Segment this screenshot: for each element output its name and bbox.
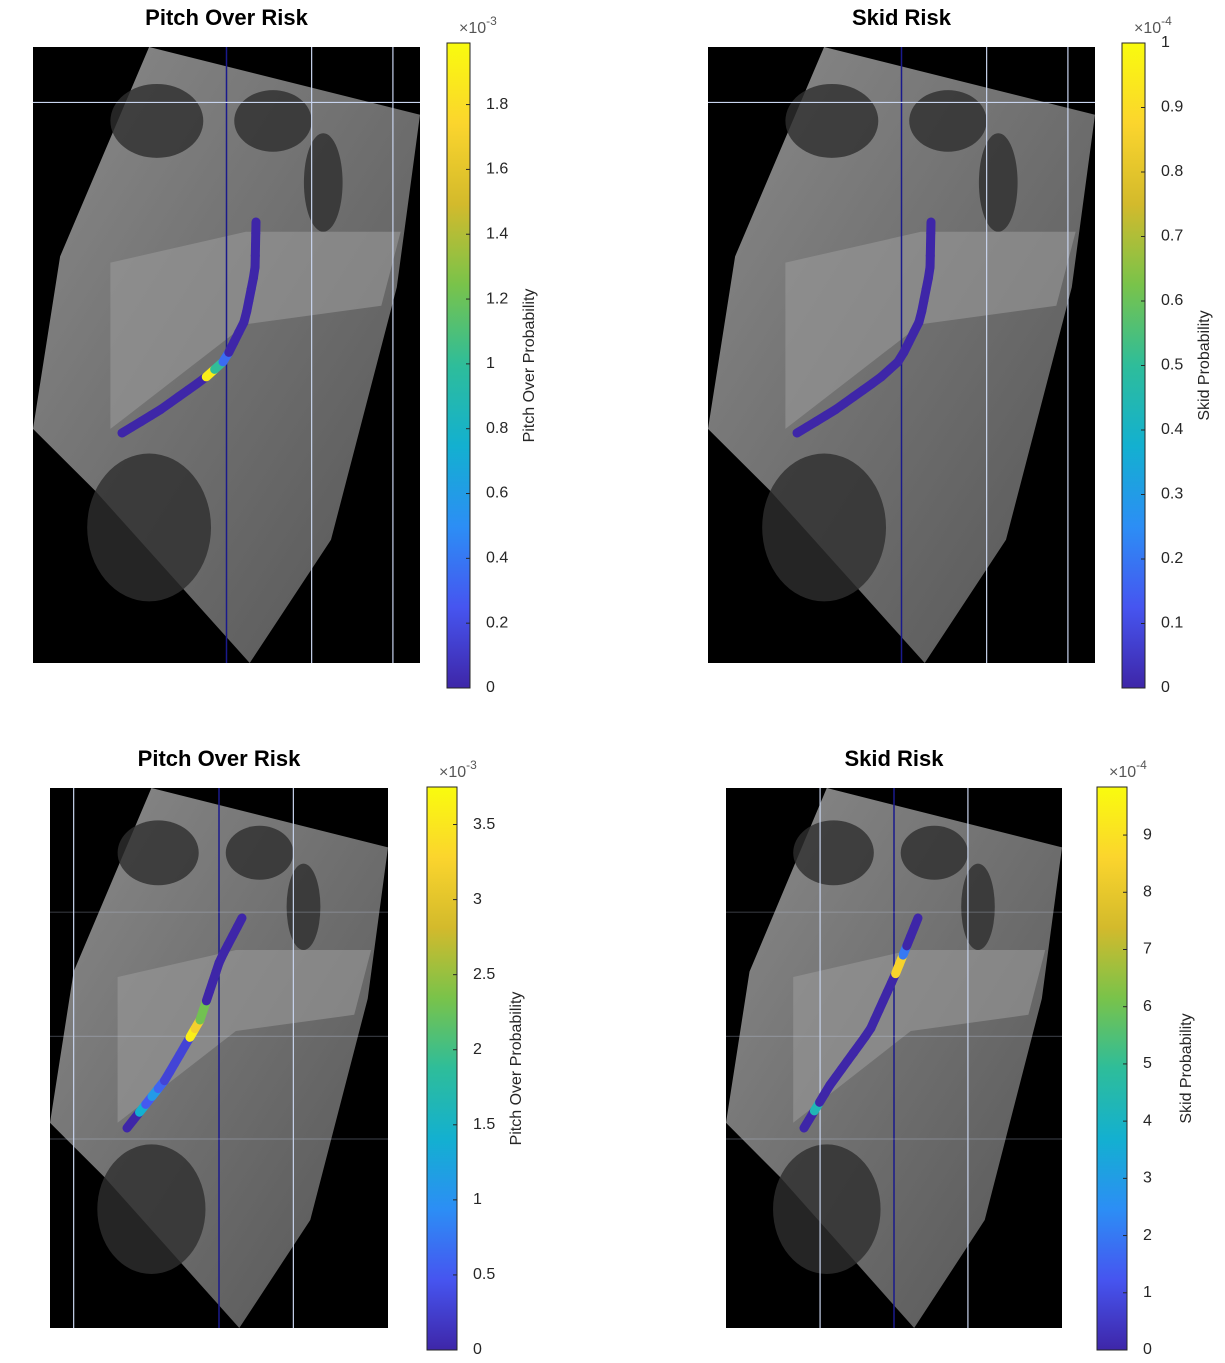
chart-title: Pitch Over Risk <box>138 746 301 771</box>
colorbar-tick-label: 0.1 <box>1161 615 1183 632</box>
colorbar-tick-label: 0.6 <box>1161 292 1183 309</box>
risk-segment <box>237 918 242 927</box>
colorbar-tick-label: 1.5 <box>473 1116 495 1133</box>
image-shadow <box>901 826 968 880</box>
colorbar-tick-label: 0.5 <box>473 1266 495 1283</box>
colorbar-tick-label: 0.4 <box>1161 421 1183 438</box>
colorbar-tick-label: 1 <box>486 355 495 372</box>
colorbar <box>1097 787 1127 1350</box>
image-shadow <box>762 454 886 602</box>
colorbar-tick-label: 1.2 <box>486 290 508 307</box>
colorbar-multiplier: ×10-3 <box>439 758 477 781</box>
colorbar-tick-label: 6 <box>1143 998 1152 1015</box>
chart-title: Pitch Over Risk <box>145 5 308 30</box>
panel: Pitch Over Risk 0 0.2 0.4 0.6 0.8 1 1.2 1.4 1.6 1.… <box>33 5 538 696</box>
colorbar-tick-label: 0.2 <box>1161 550 1183 567</box>
colorbar-tick-label: 0 <box>1161 679 1170 696</box>
colorbar-tick-label: 2.5 <box>473 966 495 983</box>
colorbar-tick-label: 1.4 <box>486 225 508 242</box>
colorbar-tick-label: 1 <box>1161 34 1170 51</box>
colorbar-tick-label: 1.6 <box>486 161 508 178</box>
multiplier: ×10 <box>1134 20 1161 37</box>
image-shadow <box>961 864 995 950</box>
colorbar-label: Skid Probability <box>1178 1013 1195 1123</box>
colorbar-tick-label: 4 <box>1143 1112 1152 1129</box>
image-shadow <box>87 454 211 602</box>
image-shadow <box>97 1144 205 1274</box>
image-shadow <box>118 820 199 885</box>
colorbar-tick-label: 3 <box>473 891 482 908</box>
chart-title: Skid Risk <box>852 5 952 30</box>
image-shadow <box>304 133 343 232</box>
image-shadow <box>287 864 321 950</box>
colorbar-tick-label: 0 <box>1143 1341 1152 1358</box>
colorbar-label: Pitch Over Probability <box>508 992 525 1146</box>
colorbar-tick-label: 7 <box>1143 941 1152 958</box>
colorbar-tick-label: 3 <box>1143 1170 1152 1187</box>
multiplier: ×10 <box>1109 764 1136 781</box>
colorbar-tick-label: 9 <box>1143 826 1152 843</box>
image-shadow <box>773 1144 881 1274</box>
colorbar-tick-label: 0.4 <box>486 550 508 567</box>
colorbar-tick-label: 1.8 <box>486 96 508 113</box>
colorbar-label: Skid Probability <box>1196 310 1213 420</box>
panel: Pitch Over Risk 0 0.5 1 1.5 2 2.5 3 3.5 ×10-3 Pitc… <box>50 746 525 1358</box>
colorbar-tick-label: 0 <box>473 1341 482 1358</box>
colorbar <box>427 787 457 1350</box>
colorbar-tick-label: 2 <box>1143 1227 1152 1244</box>
colorbar-tick-label: 5 <box>1143 1055 1152 1072</box>
image-shadow <box>909 90 986 152</box>
image-shadow <box>979 133 1018 232</box>
exponent: -3 <box>486 14 497 28</box>
colorbar-tick-label: 1 <box>1143 1284 1152 1301</box>
colorbar-tick-label: 0.8 <box>486 420 508 437</box>
colorbar-tick-label: 8 <box>1143 883 1152 900</box>
colorbar-tick-label: 0.9 <box>1161 99 1183 116</box>
colorbar <box>447 43 470 688</box>
risk-segment <box>914 918 918 927</box>
image-shadow <box>234 90 311 152</box>
colorbar-tick-label: 0.2 <box>486 614 508 631</box>
multiplier: ×10 <box>439 764 466 781</box>
panel: Skid Risk 0 0.1 0.2 0.3 0.4 0.5 0.6 0.7 0.8 0.9 1×1… <box>708 5 1213 696</box>
image-shadow <box>793 820 874 885</box>
chart-title: Skid Risk <box>844 746 944 771</box>
colorbar-tick-label: 2 <box>473 1041 482 1058</box>
exponent: -4 <box>1136 758 1147 772</box>
exponent: -4 <box>1161 14 1172 28</box>
exponent: -3 <box>466 758 477 772</box>
colorbar-tick-label: 0.7 <box>1161 228 1183 245</box>
colorbar-tick-label: 0.6 <box>486 485 508 502</box>
panel: Skid Risk 0 1 2 3 4 5 6 7 8 9 ×10-4 Skid Probability <box>726 746 1195 1358</box>
colorbar-tick-label: 3.5 <box>473 816 495 833</box>
colorbar-tick-label: 0 <box>486 679 495 696</box>
colorbar-label: Pitch Over Probability <box>521 289 538 443</box>
image-shadow <box>110 84 203 158</box>
image-shadow <box>785 84 878 158</box>
image-shadow <box>226 826 294 880</box>
colorbar-tick-label: 0.3 <box>1161 486 1183 503</box>
colorbar-multiplier: ×10-4 <box>1109 758 1147 781</box>
colorbar-tick-label: 0.8 <box>1161 163 1183 180</box>
colorbar-tick-label: 1 <box>473 1191 482 1208</box>
multiplier: ×10 <box>459 20 486 37</box>
colorbar-multiplier: ×10-3 <box>459 14 497 37</box>
colorbar-tick-label: 0.5 <box>1161 357 1183 374</box>
